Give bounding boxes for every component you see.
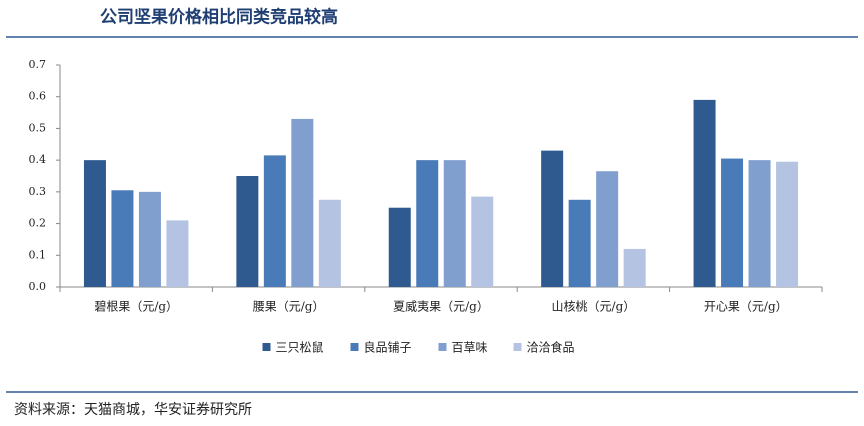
x-tick-label: 开心果（元/g） bbox=[704, 300, 788, 314]
legend-label: 洽洽食品 bbox=[527, 340, 575, 355]
legend-label: 三只松鼠 bbox=[276, 341, 324, 355]
bar bbox=[776, 161, 799, 287]
legend-swatch bbox=[262, 343, 271, 351]
bar bbox=[291, 118, 314, 288]
bar bbox=[263, 155, 286, 287]
bar bbox=[443, 160, 466, 287]
legend-swatch bbox=[438, 343, 447, 351]
y-tick-label: 0.0 bbox=[29, 280, 47, 293]
legend-label: 良品铺子 bbox=[364, 340, 412, 355]
source-note: 资料来源：天猫商城，华安证券研究所 bbox=[14, 402, 252, 418]
bar bbox=[596, 171, 619, 287]
bar bbox=[83, 160, 106, 287]
legend-label: 百草味 bbox=[452, 341, 488, 355]
bar bbox=[623, 248, 646, 287]
legend-swatch bbox=[350, 343, 359, 351]
bar bbox=[138, 191, 161, 287]
y-tick-label: 0.5 bbox=[29, 121, 47, 134]
bar bbox=[166, 220, 189, 287]
bar bbox=[748, 160, 771, 287]
y-tick-label: 0.4 bbox=[29, 153, 47, 166]
bar bbox=[541, 150, 564, 287]
y-tick-label: 0.6 bbox=[29, 90, 47, 103]
x-tick-label: 夏威夷果（元/g） bbox=[393, 299, 489, 314]
bar bbox=[471, 196, 494, 287]
bar bbox=[318, 199, 341, 287]
y-tick-label: 0.7 bbox=[29, 58, 47, 71]
chart-title: 公司坚果价格相比同类竞品较高 bbox=[100, 7, 338, 28]
y-tick-label: 0.1 bbox=[29, 248, 47, 261]
x-tick-label: 山核桃（元/g） bbox=[552, 299, 636, 314]
bar bbox=[721, 158, 744, 287]
bar bbox=[416, 160, 439, 287]
bar bbox=[568, 199, 591, 287]
x-tick-label: 腰果（元/g） bbox=[253, 300, 325, 314]
y-tick-label: 0.3 bbox=[29, 185, 47, 198]
y-tick-label: 0.2 bbox=[29, 217, 47, 230]
bar bbox=[388, 207, 411, 287]
bar bbox=[693, 99, 716, 287]
bar bbox=[111, 190, 134, 287]
bar bbox=[236, 176, 259, 287]
legend-swatch bbox=[513, 343, 522, 351]
x-tick-label: 碧根果（元/g） bbox=[94, 300, 178, 314]
